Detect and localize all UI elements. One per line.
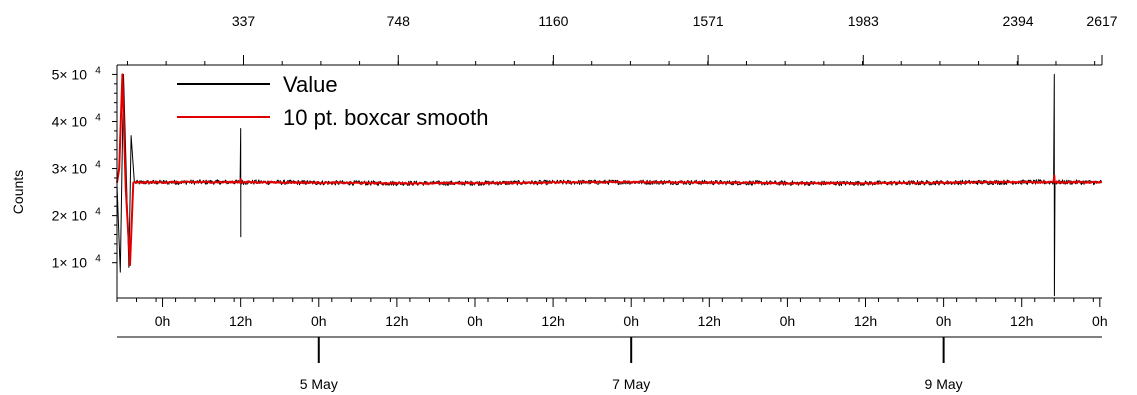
y-axis-label: Counts [10,170,26,214]
hour-tick-label-10: 12h [854,313,877,329]
top-tick-label-1983: 1983 [848,13,879,29]
top-tick-label-1571: 1571 [693,13,724,29]
date-tick-label-1: 5 May [300,376,338,392]
hour-tick-label-4: 12h [385,313,408,329]
hour-tick-label-7: 0h [623,313,639,329]
y-axis: 1× 10 4 2× 10 4 3× 10 4 4× 10 4 5× 10 4 [52,65,117,271]
top-tick-label-748: 748 [387,13,411,29]
hour-tick-label-2: 12h [229,313,252,329]
legend-label-2: 10 pt. boxcar smooth [283,105,488,130]
y-tick-label-3: 3× 10 [52,161,88,177]
y-tick-label-2: 2× 10 [52,208,88,224]
y-tick-label-5: 5× 10 [52,66,88,82]
y-tick-label-exponent: 4 [95,112,101,123]
y-tick-label-1: 1× 10 [52,255,88,271]
series-line-value [116,73,1102,297]
hour-tick-label-3: 0h [311,313,327,329]
top-tick-label-2394: 2394 [1002,13,1033,29]
date-tick-label-3: 9 May [925,376,963,392]
date-tick-label-2: 7 May [612,376,650,392]
series-line-boxcar-smooth [116,73,1102,267]
time-axis: 0h 12h 0h 12h 0h 12h 0h 12h 0h 12h 0h 12h 0h 5 May 7 M… [116,297,1108,392]
hour-tick-label-9: 0h [780,313,796,329]
legend-label-1: Value [283,72,338,97]
top-tick-label-2617: 2617 [1086,13,1117,29]
top-tick-label-1160: 1160 [538,13,568,29]
y-tick-label-exponent: 4 [95,65,101,76]
y-tick-label-exponent: 4 [95,160,101,171]
hour-tick-label-13: 0h [1092,313,1108,329]
y-tick-label-exponent: 4 [95,207,101,218]
top-tick-label-337: 337 [232,13,256,29]
series-layer [116,73,1102,297]
hour-tick-label-1: 0h [155,313,171,329]
plot-frame [116,64,1102,298]
hour-tick-label-8: 12h [698,313,721,329]
y-tick-label-4: 4× 10 [52,113,88,129]
hour-tick-label-11: 0h [936,313,952,329]
hour-tick-label-6: 12h [541,313,564,329]
hour-tick-label-5: 0h [467,313,483,329]
top-index-axis: 337 748 1160 1571 1983 2394 2617 [126,13,1118,65]
hour-tick-label-12: 12h [1010,313,1033,329]
legend: Value 10 pt. boxcar smooth [177,72,488,130]
y-tick-label-exponent: 4 [95,254,101,265]
